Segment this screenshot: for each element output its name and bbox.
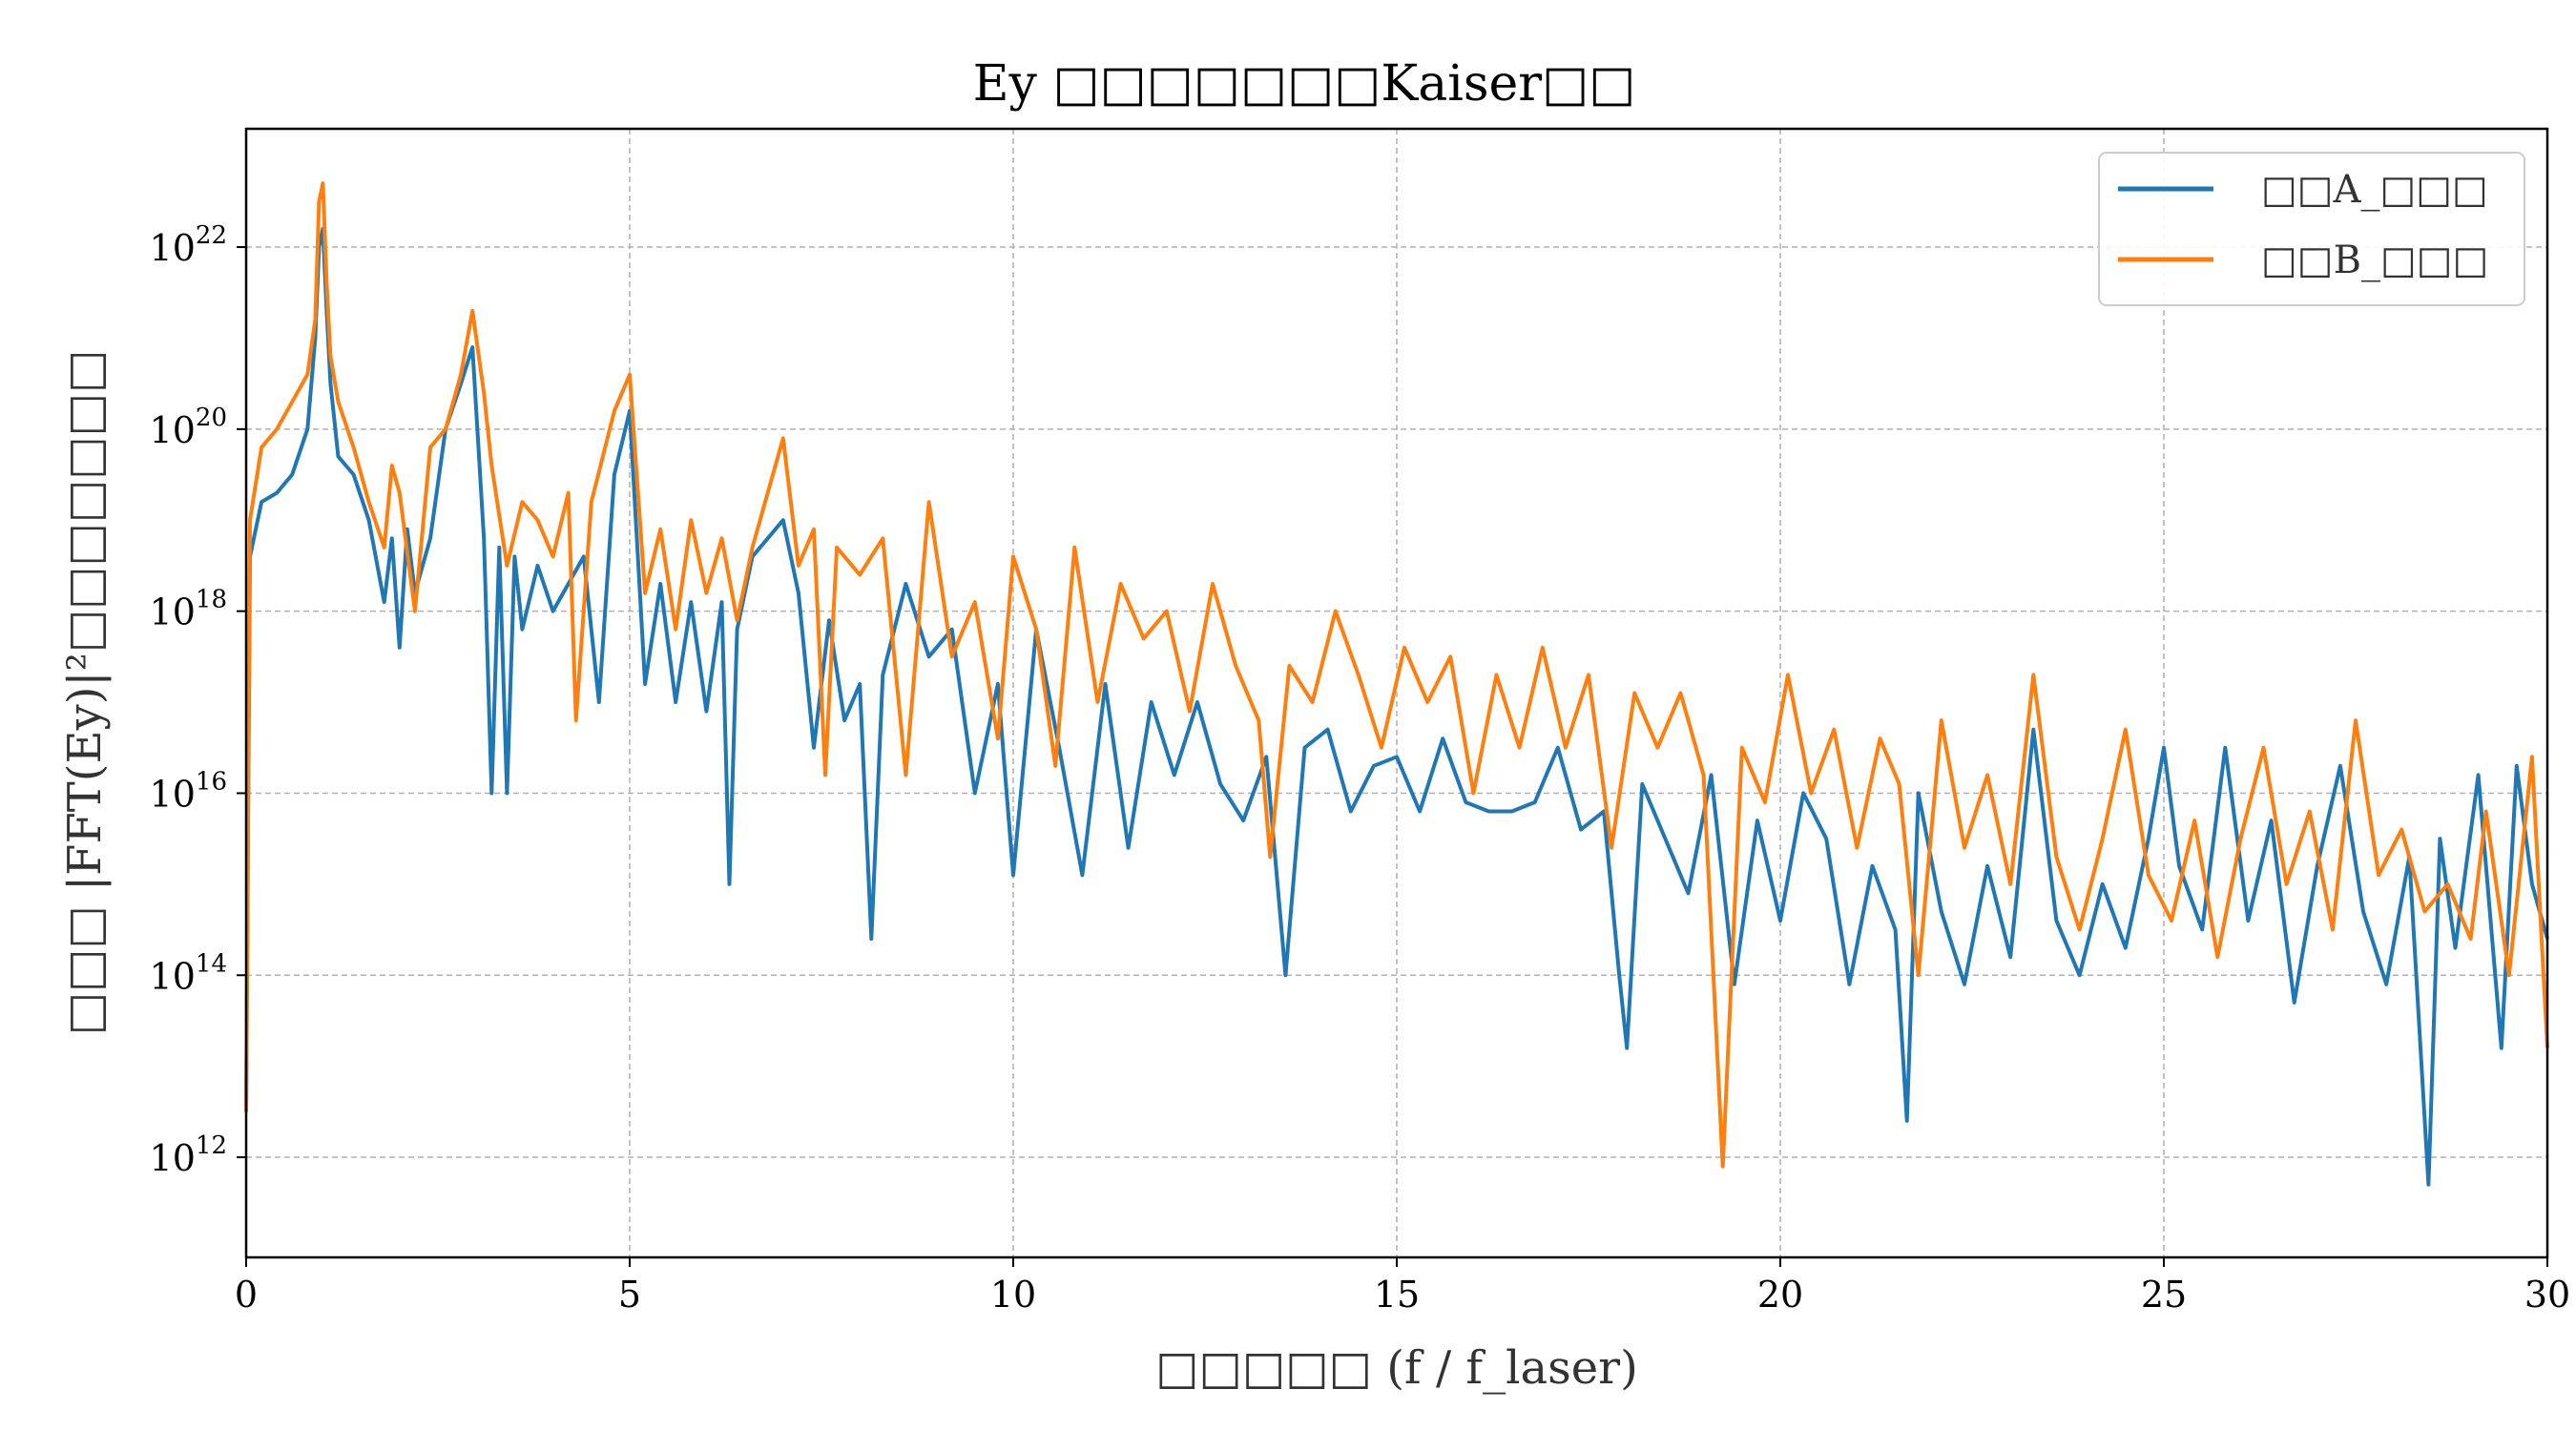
- y-tick-label: 1012: [150, 1131, 227, 1179]
- x-tick-label: 15: [1374, 1274, 1420, 1316]
- series-line-a: [244, 226, 2549, 1187]
- y-axis-label: □□□ |FFT(Ey)|²□□□□□□□: [58, 350, 112, 1036]
- legend-label-a: □□A_□□□: [2261, 168, 2488, 212]
- y-tick-label: 1014: [150, 949, 227, 997]
- x-tick-label: 30: [2524, 1274, 2570, 1316]
- legend: □□A_□□□ □□B_□□□: [2098, 152, 2525, 306]
- x-tick-label: 5: [618, 1274, 641, 1316]
- x-tick-label: 0: [235, 1274, 258, 1316]
- x-tick-label: 10: [990, 1274, 1036, 1316]
- y-tick-label: 1020: [150, 404, 227, 451]
- plot-lines: [244, 181, 2549, 1187]
- legend-label-b: □□B_□□□: [2261, 238, 2488, 282]
- y-axis-ticks: 1012 1014 1016 1018 1020 1022: [150, 221, 246, 1179]
- x-axis-label: □□□□□ (f / f_laser): [1155, 1341, 1638, 1395]
- series-line-b: [244, 181, 2549, 1169]
- y-tick-label: 1022: [150, 221, 227, 269]
- x-tick-label: 25: [2141, 1274, 2187, 1316]
- y-tick-label: 1018: [150, 586, 227, 633]
- chart-title: Ey □□□□□□□Kaiser□□: [973, 55, 1636, 113]
- y-tick-label: 1016: [150, 767, 227, 815]
- x-axis-ticks: 0 5 10 15 20 25 30: [235, 1257, 2570, 1316]
- x-tick-label: 20: [1757, 1274, 1803, 1316]
